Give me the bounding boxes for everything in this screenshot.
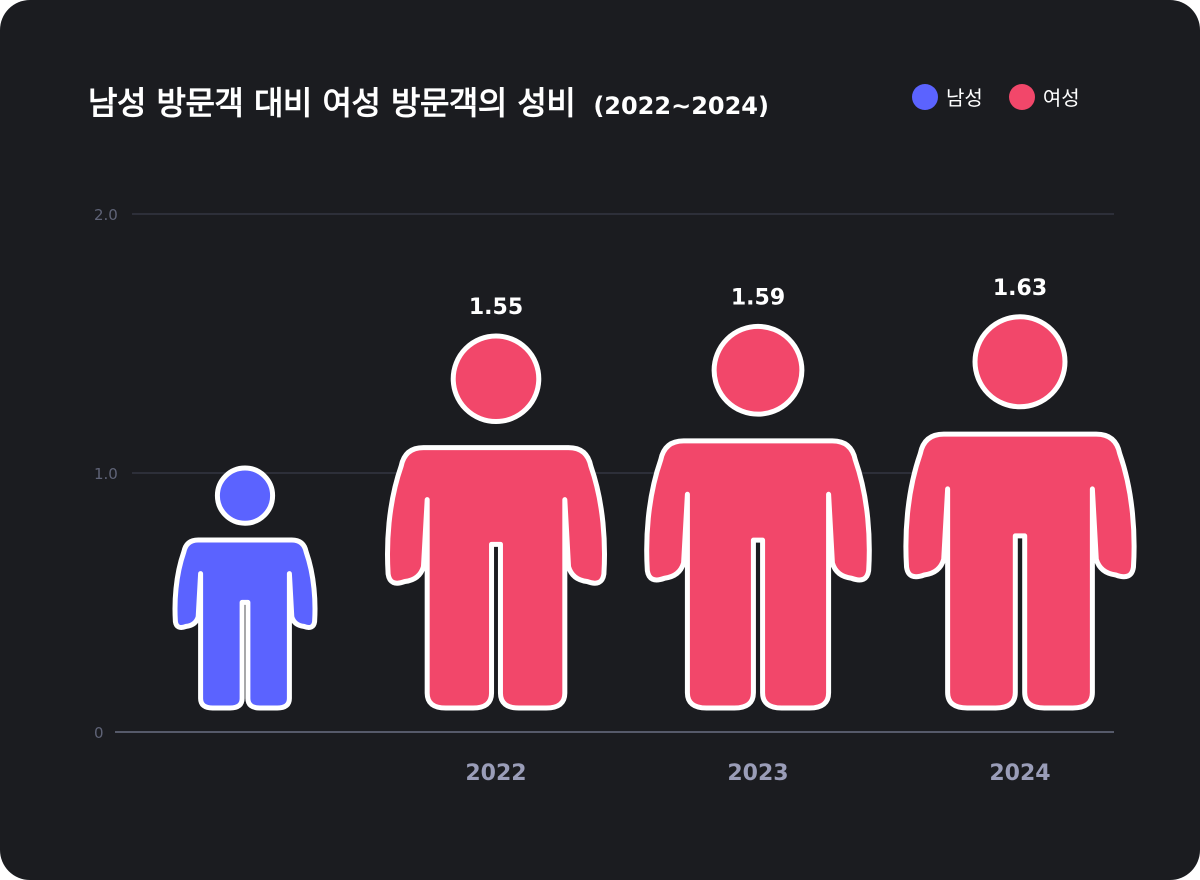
- chart-subtitle: (2022~2024): [593, 92, 769, 120]
- figure-female-2023-head: [711, 323, 805, 417]
- figure-female-2022-body: [385, 445, 607, 711]
- y-tick-label: 2.0: [94, 206, 118, 224]
- y-tick-labels: 0 1.0 2.0: [94, 206, 118, 742]
- x-tick-label-2022: 2022: [465, 761, 526, 786]
- x-tick-labels: 2022 2023 2024: [465, 761, 1050, 786]
- person-figures: [172, 314, 1137, 711]
- legend-label-female: 여성: [1042, 86, 1080, 110]
- figure-male: [172, 465, 318, 711]
- y-tick-label: 1.0: [94, 465, 118, 483]
- x-tick-label-2024: 2024: [989, 761, 1050, 786]
- x-tick-label-2023: 2023: [727, 761, 788, 786]
- legend-dot-female: [1008, 83, 1035, 110]
- legend-item-female: 여성: [1008, 82, 1080, 111]
- figure-male-head: [214, 465, 276, 526]
- figure-female-2024: [903, 314, 1137, 711]
- figure-female-2024-head: [972, 314, 1068, 410]
- figure-female-2023-body: [644, 438, 872, 711]
- legend-dot-male: [912, 83, 938, 110]
- legend: 남성 여성: [912, 82, 1106, 111]
- legend-label-male: 남성: [946, 86, 983, 110]
- figure-female-2022: [385, 333, 607, 711]
- value-label-2022: 1.55: [469, 295, 523, 320]
- figure-female-2024-body: [903, 431, 1137, 711]
- value-labels: 1.55 1.59 1.63: [469, 276, 1047, 320]
- legend-item-male: 남성: [912, 82, 983, 111]
- y-tick-label: 0: [94, 724, 104, 742]
- figure-female-2023: [644, 323, 872, 711]
- value-label-2024: 1.63: [993, 276, 1047, 301]
- figure-male-body: [172, 537, 318, 711]
- chart-title-text: 남성 방문객 대비 여성 방문객의 성비: [88, 84, 576, 122]
- chart-title: 남성 방문객 대비 여성 방문객의 성비 (2022~2024): [88, 78, 769, 124]
- figure-female-2022-head: [450, 333, 542, 425]
- value-label-2023: 1.59: [731, 285, 785, 310]
